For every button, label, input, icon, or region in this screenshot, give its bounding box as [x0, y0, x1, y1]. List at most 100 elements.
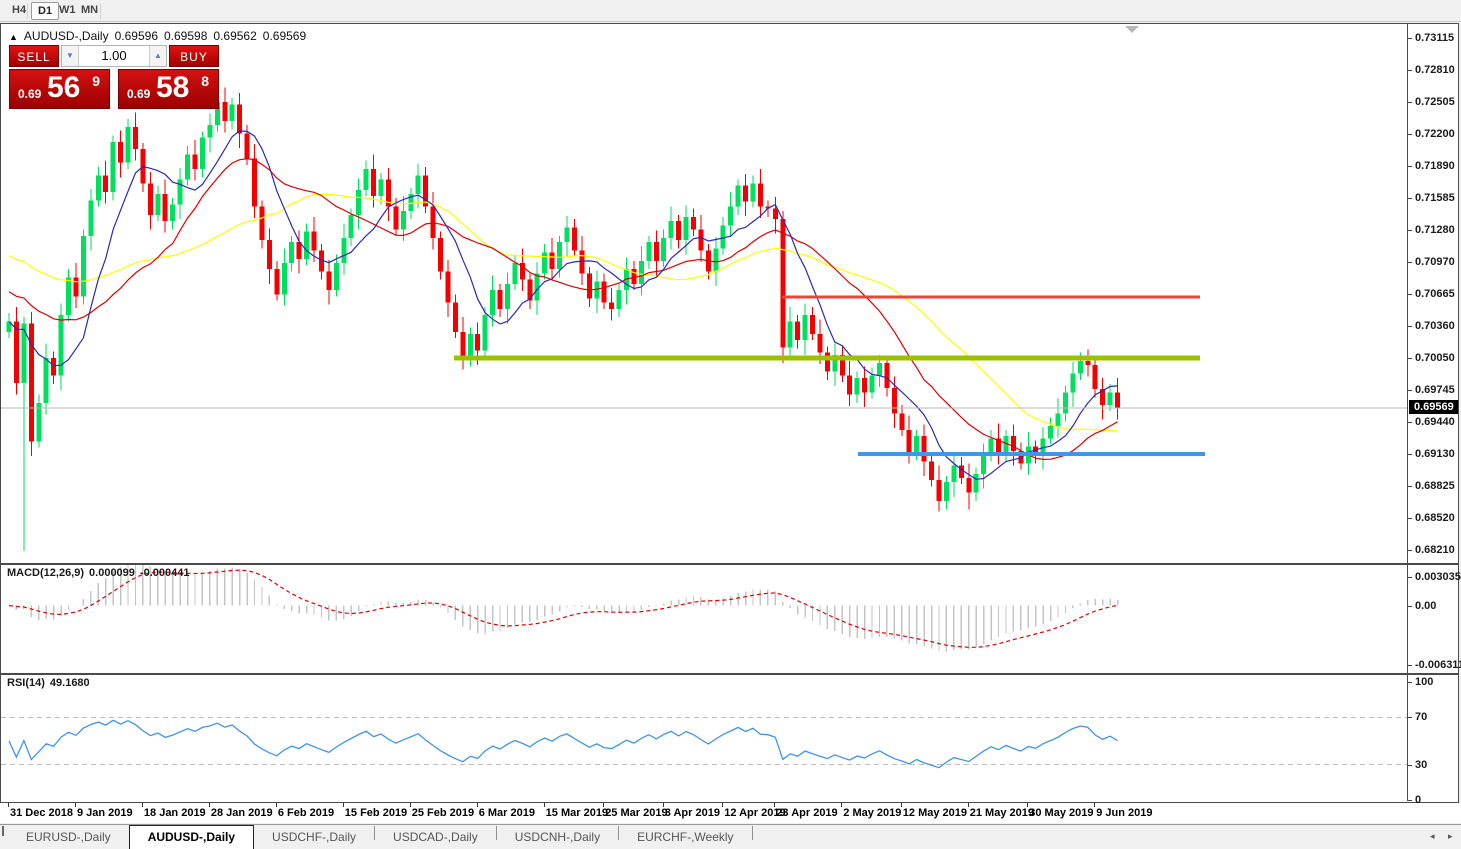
date-tick-mark	[1094, 803, 1096, 807]
price-tick-label: 0.68520	[1415, 511, 1455, 524]
date-tick-mark	[409, 803, 411, 807]
panel-separator[interactable]	[1, 673, 1458, 675]
timeframe-button-h4[interactable]: H4	[12, 4, 27, 16]
tabbar-splitter[interactable]	[2, 826, 4, 836]
date-tick-mark	[543, 803, 545, 807]
one-click-trading-panel: SELL ▼ 1.00 ▲ BUY 0.69 56 9 0.69 58 8	[9, 45, 219, 109]
buy-quote-box[interactable]: 0.69 58 8	[118, 69, 219, 109]
timeframe-button-w1[interactable]: W1	[59, 4, 76, 16]
date-tick-label: 6 Mar 2019	[478, 807, 535, 819]
timeframe-button-mn[interactable]: MN	[81, 4, 99, 16]
chart-tab-eurusd[interactable]: EURUSD-,Daily	[26, 830, 111, 844]
price-tick-mark	[1408, 165, 1412, 167]
price-tick-label: 0.71280	[1415, 223, 1455, 236]
macd-tick-label: 0.003035	[1415, 571, 1461, 583]
rsi-tick-mark	[1408, 717, 1412, 719]
price-tick-label: 0.69440	[1415, 415, 1455, 428]
macd-axis: 0.003035 0.00 -0.006311	[1407, 565, 1461, 673]
panel-separator[interactable]	[1, 563, 1458, 565]
main-chart-panel: 0.73115 0.72810 0.72505 0.72200 0.71890 0.715…	[1, 24, 1458, 563]
buy-price-main: 58	[156, 71, 190, 104]
date-tick-label: 15 Mar 2019	[545, 807, 609, 819]
date-tick-label: 9 Jun 2019	[1096, 807, 1153, 819]
price-tick-mark	[1408, 133, 1412, 135]
sell-price-pip: 9	[92, 73, 100, 89]
macd-tick-label: -0.006311	[1415, 659, 1461, 671]
rsi-tick-mark	[1408, 682, 1412, 683]
date-tick-mark	[841, 803, 843, 807]
chart-tab-usdcad[interactable]: USDCAD-,Daily	[393, 830, 478, 844]
price-tick-label: 0.72505	[1415, 95, 1455, 108]
price-tick-label: 0.69130	[1415, 447, 1455, 460]
price-tick-mark	[1408, 261, 1412, 263]
price-tick-mark	[1408, 550, 1412, 551]
date-tick-label: 2 May 2019	[843, 807, 902, 819]
chart-tab-audusd[interactable]: AUDUSD-,Daily	[128, 825, 255, 849]
macd-panel: 0.003035 0.00 -0.006311 MACD(12,26,9) 0.000…	[1, 565, 1461, 673]
tabs-scroll-right-icon[interactable]: ▸	[1448, 831, 1453, 841]
rsi-label: RSI(14) 49.1680	[7, 677, 90, 689]
tab-separator	[495, 825, 497, 840]
date-tick-mark	[662, 803, 664, 807]
price-tick-label: 0.68825	[1415, 479, 1455, 492]
tabs-scroll-left-icon[interactable]: ◂	[1430, 831, 1435, 841]
chart-symbol-label: AUDUSD-,Daily	[23, 29, 109, 43]
tab-separator	[751, 825, 753, 840]
chart-tab-usdchf[interactable]: USDCHF-,Daily	[272, 830, 357, 844]
price-tick-mark	[1408, 229, 1412, 231]
chart-window: 0.73115 0.72810 0.72505 0.72200 0.71890 0.715…	[0, 23, 1461, 806]
chart-tab-usdcnh[interactable]: USDCNH-,Daily	[514, 830, 601, 844]
price-tick-mark	[1408, 325, 1412, 327]
date-tick-label: 21 May 2019	[969, 807, 1034, 819]
rsi-tick-label: 100	[1415, 676, 1434, 688]
price-tick-mark	[1408, 69, 1412, 71]
sell-price-prefix: 0.69	[18, 87, 42, 101]
macd-chart-canvas[interactable]	[1, 565, 1407, 673]
volume-decrease-button[interactable]: ▼	[62, 46, 79, 66]
date-tick-label: 18 Jan 2019	[143, 807, 206, 819]
price-tick-label: 0.70665	[1415, 287, 1455, 300]
rsi-tick-mark	[1408, 764, 1412, 766]
buy-button[interactable]: BUY	[169, 45, 219, 67]
chart-shift-marker-icon[interactable]	[1125, 26, 1139, 33]
price-tick-mark	[1408, 197, 1412, 199]
macd-tick-mark	[1408, 605, 1412, 607]
sell-button[interactable]: SELL	[9, 45, 59, 67]
trade-panel-collapse-icon[interactable]: ▲	[9, 32, 18, 42]
candlestick-chart-canvas[interactable]	[1, 24, 1407, 563]
sell-quote-box[interactable]: 0.69 56 9	[9, 69, 110, 109]
price-tick-mark	[1408, 101, 1412, 103]
chart-tab-eurchf[interactable]: EURCHF-,Weekly	[637, 830, 734, 844]
chart-tabbar: EURUSD-,Daily AUDUSD-,Daily USDCHF-,Daily U…	[0, 824, 1461, 849]
price-tick-mark	[1408, 485, 1412, 487]
rsi-tick-label: 30	[1415, 758, 1428, 771]
date-tick-mark	[722, 803, 724, 807]
volume-increase-button[interactable]: ▲	[149, 46, 166, 66]
macd-tick-mark	[1408, 665, 1412, 666]
macd-label: MACD(12,26,9) 0.000099 -0.000441	[7, 567, 190, 579]
ohlc-open: 0.69596	[114, 29, 158, 43]
price-tick-mark	[1408, 453, 1412, 455]
ohlc-close: 0.69569	[262, 29, 307, 43]
ohlc-high: 0.69598	[164, 29, 208, 43]
date-tick-mark	[208, 803, 210, 807]
rsi-axis: 100 70 30 0	[1407, 675, 1458, 806]
timeframe-button-d1[interactable]: D1	[31, 2, 60, 20]
price-tick-label: 0.68210	[1415, 544, 1455, 556]
price-tick-mark	[1408, 517, 1412, 519]
date-tick-label: 12 May 2019	[902, 807, 968, 819]
ohlc-low: 0.69562	[213, 29, 257, 43]
date-tick-label: 25 Feb 2019	[411, 807, 475, 819]
date-tick-label: 15 Feb 2019	[344, 807, 408, 819]
price-axis: 0.73115 0.72810 0.72505 0.72200 0.71890 0.715…	[1407, 24, 1458, 563]
date-tick-mark	[275, 803, 277, 807]
date-tick-mark	[476, 803, 478, 807]
date-tick-label: 6 Feb 2019	[277, 807, 335, 819]
price-tick-mark	[1408, 389, 1412, 391]
rsi-chart-canvas[interactable]	[1, 675, 1407, 801]
volume-input[interactable]: 1.00	[101, 48, 127, 63]
date-tick-label: 9 Jan 2019	[76, 807, 133, 819]
price-tick-label: 0.73115	[1415, 32, 1455, 44]
date-tick-mark	[74, 803, 76, 807]
price-tick-label: 0.71585	[1415, 191, 1455, 204]
